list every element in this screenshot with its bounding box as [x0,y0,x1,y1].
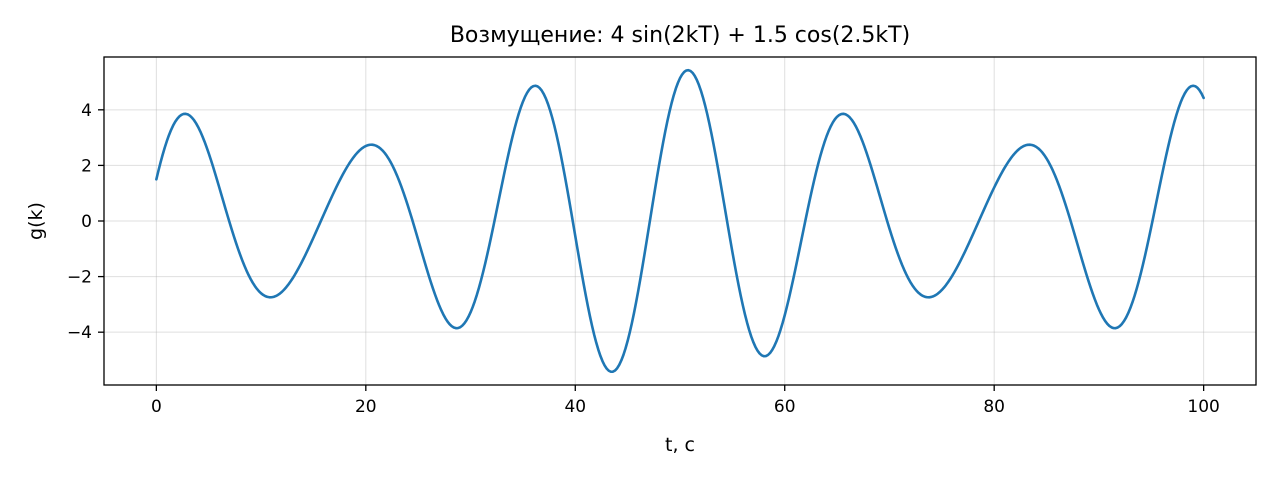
chart-title: Возмущение: 4 sin(2kT) + 1.5 cos(2.5kT) [450,23,910,48]
series-line [155,68,1205,374]
y-tick-label: −4 [67,323,92,343]
x-tick-label: 100 [1187,397,1219,417]
x-axis-label: t, c [665,434,695,456]
grid [104,57,1256,385]
series-layer [155,68,1205,374]
y-tick-label: 0 [81,212,92,232]
x-tick-label: 0 [151,397,162,417]
x-tick-label: 80 [983,397,1005,417]
axis-ticks: 0 20 40 60 80 100 −4 −2 0 2 4 [67,101,1220,417]
x-tick-label: 40 [564,397,586,417]
y-tick-label: 4 [81,101,92,121]
y-tick-label: −2 [67,268,92,288]
y-tick-label: 2 [81,156,92,176]
x-tick-label: 60 [774,397,796,417]
y-axis-label: g(k) [25,202,47,240]
x-tick-label: 20 [355,397,377,417]
